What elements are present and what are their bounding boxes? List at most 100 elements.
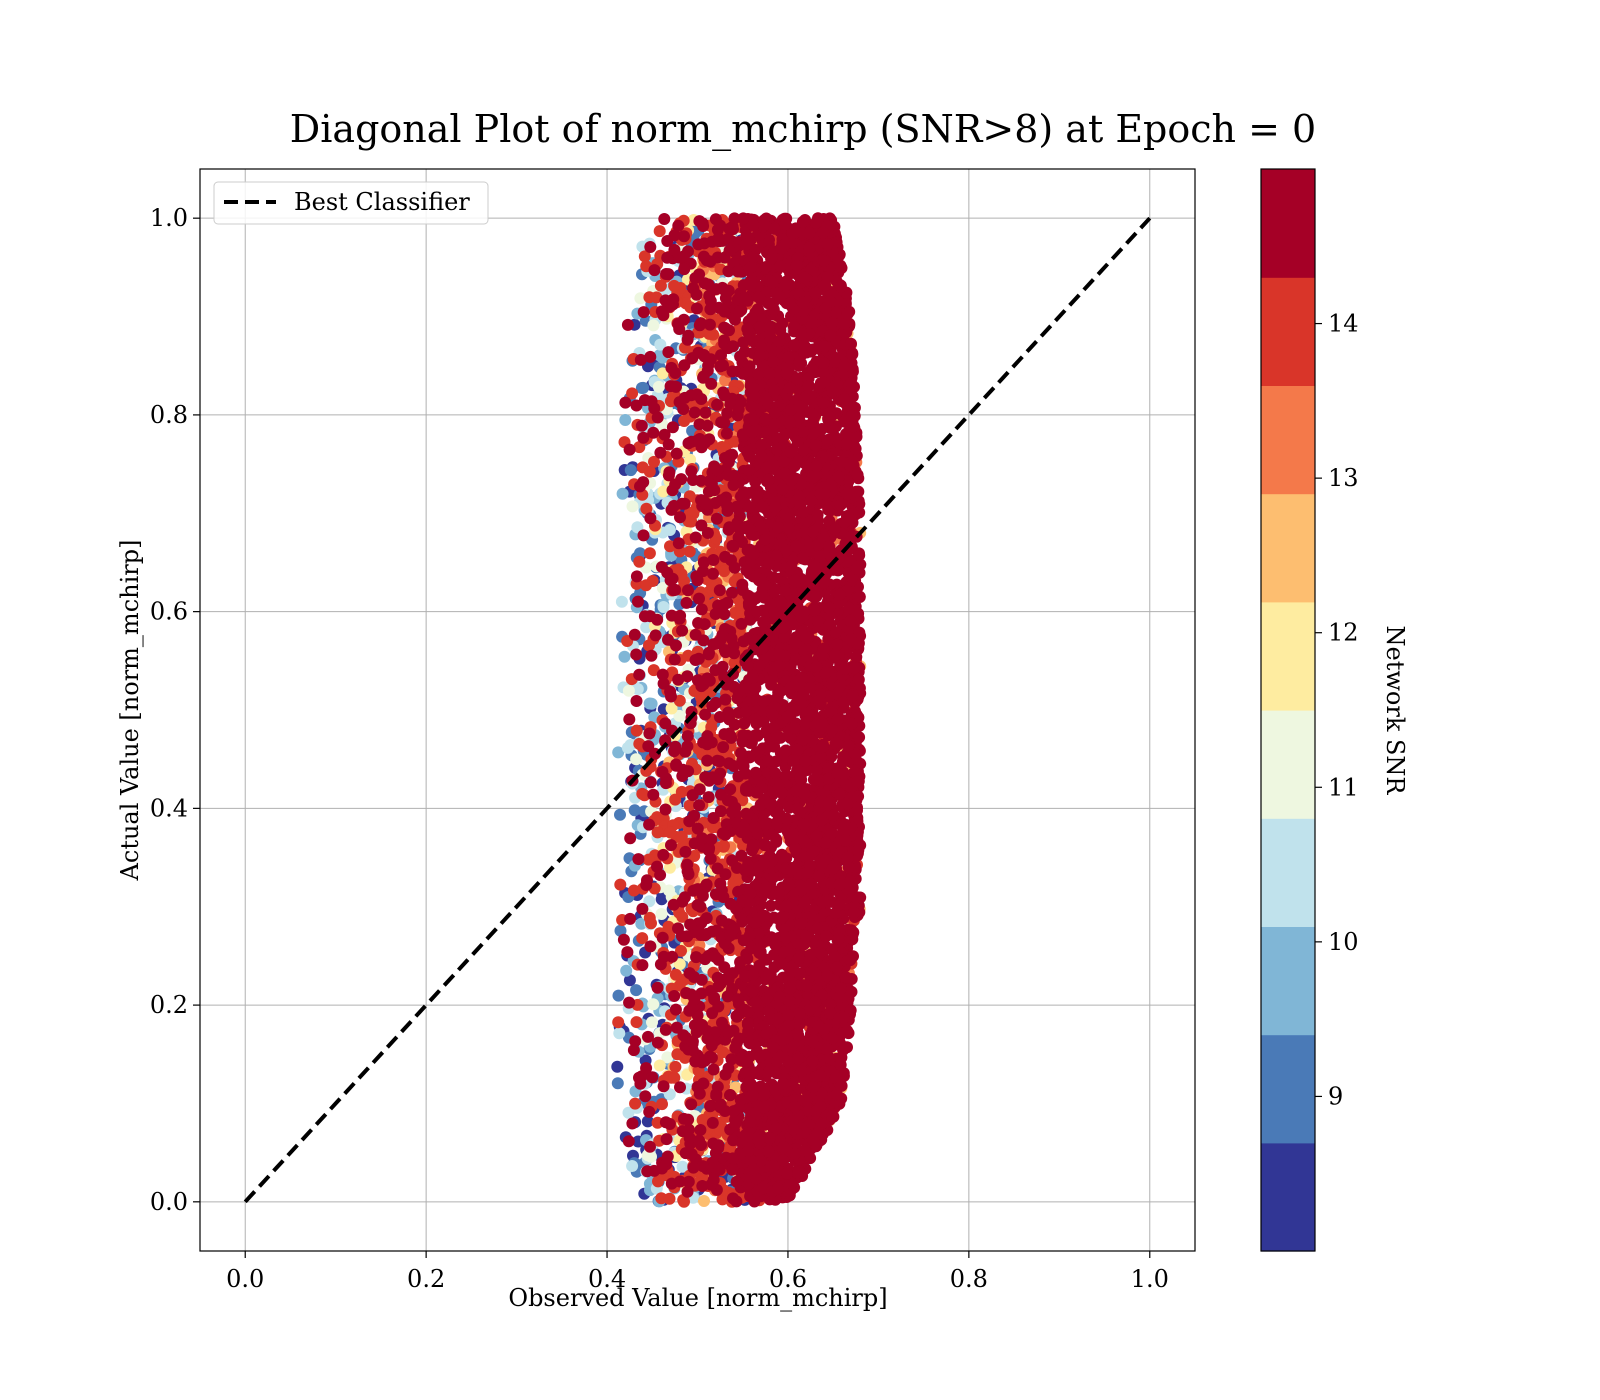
scatter-point: [643, 727, 656, 740]
scatter-point: [693, 799, 706, 812]
scatter-point: [622, 1135, 635, 1148]
scatter-point: [683, 545, 696, 558]
scatter-point: [626, 1160, 639, 1172]
scatter-point: [699, 406, 712, 419]
scatter-point: [656, 582, 669, 594]
scatter-point: [645, 1150, 657, 1163]
scatter-point: [697, 370, 710, 383]
scatter-point: [654, 338, 667, 351]
scatter-point: [624, 912, 637, 925]
scatter-point: [661, 251, 674, 264]
scatter-point: [636, 932, 649, 945]
scatter-point: [694, 1124, 707, 1136]
scatter-point: [696, 889, 709, 902]
scatter-point: [765, 678, 778, 691]
scatter-point: [676, 1160, 689, 1173]
scatter-point: [657, 601, 670, 613]
scatter-point: [691, 822, 704, 835]
scatter-point: [662, 268, 675, 281]
scatter-point: [643, 818, 656, 831]
scatter-point: [628, 804, 641, 817]
scatter-point: [643, 639, 655, 652]
scatter-point: [621, 946, 634, 959]
scatter-point: [642, 1030, 654, 1043]
scatter-point: [638, 250, 651, 263]
scatter-point: [696, 1180, 709, 1192]
scatter-point: [656, 1098, 668, 1111]
scatter-point: [687, 1161, 700, 1174]
scatter-point: [656, 931, 669, 944]
scatter-point: [657, 848, 670, 861]
scatter-point: [719, 1105, 731, 1117]
scatter-point: [614, 808, 626, 821]
scatter-point: [663, 1088, 676, 1101]
scatter-point: [739, 238, 752, 251]
scatter-point: [695, 393, 708, 405]
scatter-point: [678, 1195, 690, 1208]
scatter-point: [633, 668, 646, 681]
scatter-point: [670, 447, 683, 460]
scatter-point: [658, 428, 671, 441]
scatter-point: [655, 893, 668, 906]
scatter-point: [659, 777, 672, 790]
scatter-point: [707, 554, 720, 566]
scatter-point: [853, 591, 866, 603]
scatter-point: [722, 469, 735, 481]
scatter-point: [644, 1140, 656, 1153]
scatter-point: [656, 367, 669, 380]
scatter-point: [727, 223, 739, 236]
scatter-point: [630, 984, 643, 997]
scatter-point: [680, 596, 693, 609]
scatter-point: [619, 414, 632, 426]
scatter-point: [702, 648, 715, 661]
scatter-point: [612, 746, 625, 759]
scatter-point: [761, 991, 774, 1004]
scatter-point: [611, 1077, 624, 1090]
scatter-point: [612, 1016, 625, 1029]
scatter-point: [705, 833, 718, 846]
scatter-point: [719, 322, 732, 335]
scatter-point: [631, 683, 644, 696]
scatter-point: [647, 426, 660, 439]
scatter-point: [630, 724, 643, 737]
scatter-point: [637, 529, 650, 542]
scatter-point: [664, 826, 677, 839]
scatter-point: [697, 556, 710, 569]
scatter-point: [632, 595, 644, 608]
scatter-point: [703, 318, 716, 331]
scatter-point: [643, 911, 656, 924]
scatter-point: [728, 212, 741, 225]
scatter-point: [718, 598, 731, 611]
scatter-point: [651, 411, 664, 424]
scatter-point: [654, 279, 667, 292]
scatter-point: [645, 649, 658, 662]
scatter-point: [662, 346, 675, 359]
plot-area: 0.0 0.2 0.4 0.6 0.8 1.0 0.00.20.40.60.81.0: [150, 168, 1196, 1293]
scatter-point: [612, 989, 625, 1002]
scatter-point: [647, 788, 660, 801]
scatter-point: [678, 391, 691, 404]
scatter-point: [661, 1051, 674, 1064]
scatter-point: [720, 427, 733, 440]
scatter-point: [696, 832, 709, 845]
scatter-point: [726, 586, 738, 599]
scatter-point: [643, 465, 656, 478]
scatter-point: [627, 884, 640, 897]
scatter-point: [741, 1005, 754, 1018]
scatter-point: [644, 350, 657, 363]
scatter-point: [822, 503, 835, 516]
scatter-point: [653, 225, 666, 238]
scatter-point: [715, 914, 728, 927]
scatter-point: [657, 950, 670, 963]
scatter-point: [634, 480, 646, 493]
scatter-point: [647, 998, 660, 1011]
scatter-point: [698, 1195, 710, 1207]
scatter-point: [730, 1010, 743, 1023]
scatter-point: [700, 498, 713, 510]
scatter-point: [674, 1081, 686, 1094]
scatter-point: [695, 973, 708, 986]
scatter-point: [675, 785, 688, 798]
scatter-point: [709, 213, 722, 226]
scatter-point: [681, 670, 694, 683]
scatter-point: [636, 902, 649, 915]
